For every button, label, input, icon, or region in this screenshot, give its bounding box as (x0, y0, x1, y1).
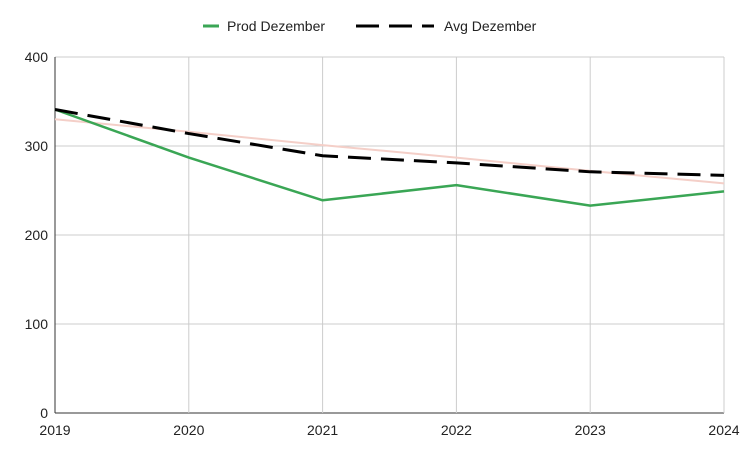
y-tick-label: 0 (40, 405, 48, 421)
series-line-avg-dezember (54, 108, 725, 177)
x-tick-label: 2023 (575, 422, 606, 438)
y-axis: 0 100 200 300 400 (25, 49, 49, 421)
y-tick-label: 400 (25, 49, 49, 65)
x-tick-label: 2019 (39, 422, 70, 438)
series-line-prod-dezember (54, 108, 725, 207)
y-tick-label: 300 (25, 138, 49, 154)
y-tick-label: 200 (25, 227, 49, 243)
legend-label-avg-dezember: Avg Dezember (444, 18, 537, 34)
x-tick-label: 2021 (307, 422, 338, 438)
x-axis: 2019 2020 2021 2022 2023 2024 (39, 422, 739, 438)
x-tick-label: 2022 (441, 422, 472, 438)
x-tick-label: 2020 (173, 422, 204, 438)
series-group (54, 108, 725, 207)
y-tick-label: 100 (25, 316, 49, 332)
legend-label-prod-dezember: Prod Dezember (227, 18, 325, 34)
legend: Prod Dezember Avg Dezember (203, 18, 537, 34)
x-tick-label: 2024 (708, 422, 739, 438)
grid (54, 56, 725, 414)
